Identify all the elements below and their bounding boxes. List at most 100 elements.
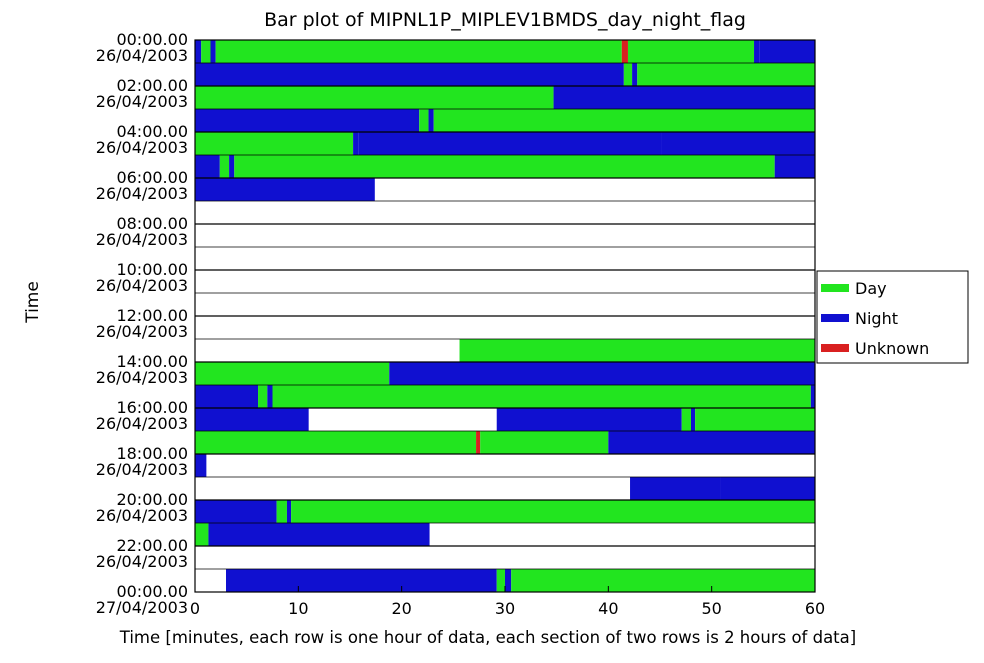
bar-segment-row15-4: [810, 385, 815, 408]
chart-title: Bar plot of MIPNL1P_MIPLEV1BMDS_day_nigh…: [264, 9, 746, 31]
y-tick-date: 26/04/2003: [96, 138, 188, 157]
bar-segment-row4-0: [195, 132, 354, 155]
bar-segment-row21-0: [195, 523, 209, 546]
bar-segment-row0-6: [754, 40, 760, 63]
y-tick-labels: 00:00.0026/04/200302:00.0026/04/200304:0…: [96, 30, 188, 617]
bar-segment-row23-0: [226, 569, 497, 592]
bar-segment-row20-2: [286, 500, 292, 523]
bar-segment-row16-0: [195, 408, 309, 431]
bar-segment-row15-0: [195, 385, 259, 408]
bar-segment-row14-0: [195, 362, 390, 385]
x-axis-label: Time [minutes, each row is one hour of d…: [119, 628, 856, 647]
bar-segment-row3-3: [433, 109, 815, 132]
bar-segment-row1-2: [632, 63, 638, 86]
legend-label-day: Day: [855, 279, 887, 298]
bar-segment-row23-1: [496, 569, 505, 592]
bar-segment-row14-1: [389, 362, 815, 385]
y-tick-time: 18:00.00: [116, 444, 188, 463]
bar-segment-row17-1: [476, 431, 481, 454]
bar-segment-row23-3: [511, 569, 815, 592]
bar-segment-row17-0: [195, 431, 477, 454]
bar-segment-row20-1: [276, 500, 287, 523]
bar-segment-row3-1: [419, 109, 429, 132]
y-tick-time: 16:00.00: [116, 398, 188, 417]
bar-segment-row0-5: [627, 40, 755, 63]
bar-segment-row1-1: [623, 63, 633, 86]
bar-segment-row5-1: [219, 155, 230, 178]
x-tick-labels: 0 10 20 30 40 50 60: [190, 586, 825, 618]
y-tick-time: 12:00.00: [116, 306, 188, 325]
x-tick-label: 40: [598, 599, 618, 618]
bar-segment-row13-0: [459, 339, 815, 362]
bar-segment-row1-0: [195, 63, 624, 86]
x-tick-label: 10: [288, 599, 308, 618]
bar-segment-row5-4: [774, 155, 815, 178]
bar-segment-row3-0: [195, 109, 420, 132]
x-tick-label: 20: [391, 599, 411, 618]
bar-segment-row2-0: [195, 86, 554, 109]
bar-segment-row5-3: [234, 155, 775, 178]
bar-segment-row17-2: [480, 431, 609, 454]
bar-segment-row20-3: [291, 500, 816, 523]
bar-segment-row17-3: [608, 431, 815, 454]
y-tick-date: 26/04/2003: [96, 322, 188, 341]
bar-segment-row19-1: [720, 477, 815, 500]
y-tick-time: 06:00.00: [116, 168, 188, 187]
bar-segment-row23-2: [505, 569, 512, 592]
y-tick-time: 04:00.00: [116, 122, 188, 141]
legend-label-night: Night: [855, 309, 898, 328]
legend-swatch-night: [821, 314, 849, 322]
bar-segment-row15-3: [272, 385, 811, 408]
bar-segment-row18-0: [195, 454, 207, 477]
y-tick-date: 26/04/2003: [96, 460, 188, 479]
y-tick-time: 02:00.00: [116, 76, 188, 95]
bar-segment-row0-0: [195, 40, 202, 63]
bar-segment-row16-3: [691, 408, 696, 431]
x-tick-label: 50: [701, 599, 721, 618]
bar-segment-row20-0: [195, 500, 277, 523]
y-tick-date: 26/04/2003: [96, 92, 188, 111]
bar-segment-row6-0: [195, 178, 375, 201]
bar-segment-row15-1: [258, 385, 268, 408]
y-tick-time: 00:00.00: [116, 30, 188, 49]
bar-segment-row0-7: [759, 40, 815, 63]
bar-segment-row0-3: [215, 40, 622, 63]
bar-segment-row4-1: [353, 132, 359, 155]
legend-label-unknown: Unknown: [855, 339, 929, 358]
bar-segment-row0-4: [621, 40, 628, 63]
bar-segment-row19-0: [630, 477, 721, 500]
y-tick-time: 10:00.00: [116, 260, 188, 279]
bar-segment-row3-2: [428, 109, 434, 132]
bar-segment-row21-1: [208, 523, 430, 546]
y-tick-time: 08:00.00: [116, 214, 188, 233]
plot-frame: [194, 39, 816, 593]
bars-layer: [195, 40, 816, 592]
legend-swatch-day: [821, 284, 849, 292]
bar-segment-row0-1: [201, 40, 211, 63]
y-tick-date: 26/04/2003: [96, 46, 188, 65]
y-tick-date: 26/04/2003: [96, 276, 188, 295]
x-tick-label: 60: [805, 599, 825, 618]
bar-segment-row2-1: [553, 86, 815, 109]
y-tick-time: 00:00.00: [116, 582, 188, 601]
y-tick-date: 26/04/2003: [96, 184, 188, 203]
bar-segment-row16-4: [695, 408, 815, 431]
y-tick-date: 27/04/2003: [96, 598, 188, 617]
bar-segment-row0-2: [210, 40, 216, 63]
y-tick-time: 20:00.00: [116, 490, 188, 509]
y-tick-date: 26/04/2003: [96, 230, 188, 249]
y-axis-label: Time: [23, 281, 43, 324]
x-tick-label: 0: [190, 599, 200, 618]
bar-segment-row16-2: [681, 408, 691, 431]
bar-segment-row1-3: [637, 63, 815, 86]
bar-segment-row15-2: [267, 385, 273, 408]
y-tick-date: 26/04/2003: [96, 414, 188, 433]
y-tick-date: 26/04/2003: [96, 506, 188, 525]
bar-segment-row16-1: [496, 408, 682, 431]
bar-segment-row5-2: [229, 155, 235, 178]
y-tick-date: 26/04/2003: [96, 552, 188, 571]
bar-segment-row5-0: [195, 155, 220, 178]
y-tick-date: 26/04/2003: [96, 368, 188, 387]
bar-segment-row4-3: [661, 132, 815, 155]
